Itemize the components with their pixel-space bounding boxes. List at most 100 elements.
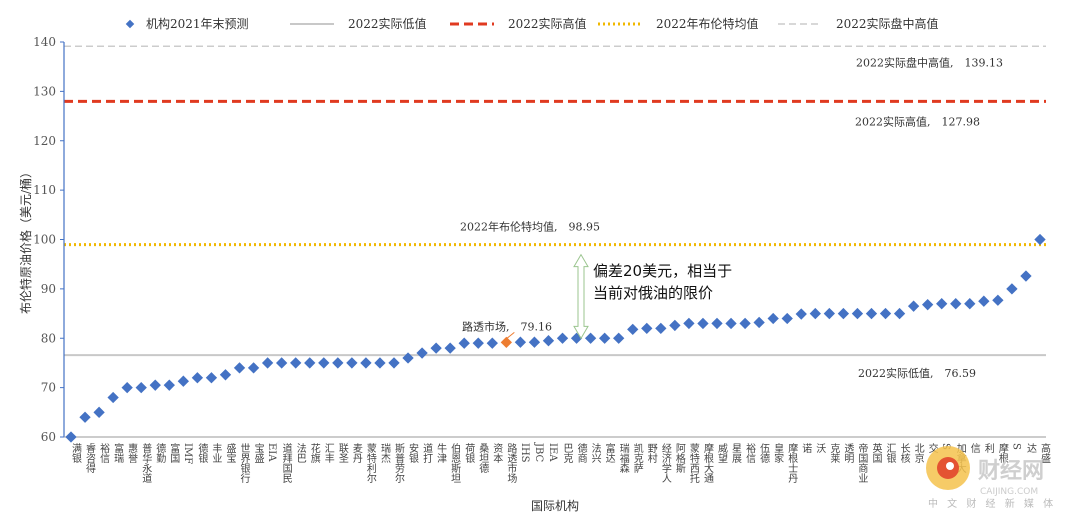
y-tick-label: 100 xyxy=(33,233,56,247)
x-tick-label: 德商 xyxy=(575,442,587,464)
x-tick-label: 巴克 xyxy=(561,443,573,464)
data-point xyxy=(641,322,653,335)
x-tick-label: 达 xyxy=(1024,443,1036,453)
data-point xyxy=(304,357,316,369)
x-tick-label: JBC xyxy=(533,442,544,463)
data-point xyxy=(360,357,372,369)
chart-axes xyxy=(63,42,1046,438)
x-tick-label: 北京 xyxy=(912,443,924,464)
data-point xyxy=(486,337,498,349)
x-tick-label: 花旗 xyxy=(308,442,320,464)
highlight-point xyxy=(500,336,513,349)
y-tick-label: 90 xyxy=(41,282,56,296)
data-point xyxy=(655,322,667,335)
x-tick-label: 富国 xyxy=(168,442,180,464)
x-tick-label: 丰业 xyxy=(210,442,222,463)
data-point xyxy=(837,307,850,320)
x-tick-label: 盛宝 xyxy=(224,442,236,463)
data-point xyxy=(528,336,541,348)
x-tick-label: 伯恩斯坦 xyxy=(449,442,461,483)
data-point xyxy=(388,357,400,369)
legend-label: 2022实际盘中高值 xyxy=(836,16,939,31)
x-tick-label: 满银 xyxy=(70,443,82,464)
watermark-text: 财经网 xyxy=(978,458,1044,484)
x-tick-label: 德勤 xyxy=(154,442,166,464)
x-tick-label: 野村 xyxy=(645,443,657,463)
x-tick-label: 普华永道 xyxy=(140,442,152,483)
x-tick-label: 阿格斯 xyxy=(673,443,685,474)
data-point xyxy=(233,362,246,374)
y-tick-label: 120 xyxy=(33,134,56,148)
x-tick-label: 富达 xyxy=(603,442,615,463)
data-point xyxy=(542,335,555,347)
x-tick-label: 摩根 xyxy=(996,442,1008,464)
y-tick-label: 60 xyxy=(41,430,56,444)
y-axis-title: 布伦特原油价格（美元/桶） xyxy=(18,166,33,314)
data-point xyxy=(767,312,779,325)
reference-line-label: 2022实际盘中高值, 139.13 xyxy=(856,55,1003,69)
data-point xyxy=(809,307,821,320)
data-point xyxy=(444,342,456,354)
x-tick-label: 汇银 xyxy=(884,442,896,464)
data-point xyxy=(290,357,302,369)
x-tick-label: 桑坦德 xyxy=(477,443,489,474)
data-point xyxy=(978,295,990,307)
watermark-subtext: 中 文 财 经 新 媒 体 xyxy=(928,497,1056,510)
x-tick-label: 道拜国民 xyxy=(280,442,292,484)
reference-line-label: 2022实际高值, 127.98 xyxy=(855,114,980,128)
legend-label: 机构2021年末预测 xyxy=(146,16,249,31)
data-point xyxy=(992,294,1004,306)
x-tick-label: IEA xyxy=(547,443,558,462)
x-tick-label: 摩根大通 xyxy=(701,442,713,483)
x-tick-label: 安银 xyxy=(407,442,419,464)
data-point xyxy=(416,347,428,359)
y-axis-ticks: 60 70 80 90 100 110 120 130 140 xyxy=(33,35,64,444)
data-point xyxy=(346,357,358,369)
data-point xyxy=(374,357,386,369)
data-point xyxy=(79,411,91,423)
x-tick-label: 睿咨得 xyxy=(84,442,96,473)
data-point xyxy=(936,298,948,310)
data-point xyxy=(121,381,133,394)
x-tick-label: 联圣 xyxy=(336,443,348,463)
y-tick-label: 80 xyxy=(41,331,56,345)
x-tick-label: 荷银 xyxy=(463,443,475,464)
data-point xyxy=(318,357,330,369)
legend-label: 2022年布伦特均值 xyxy=(656,16,759,31)
data-point xyxy=(107,391,119,404)
data-point xyxy=(261,357,274,369)
data-point xyxy=(753,316,765,329)
x-tick-label: 法巴 xyxy=(294,442,306,463)
x-tick-label: 伍德 xyxy=(758,443,770,464)
deviation-annotation: 当前对俄油的限价 xyxy=(593,284,713,302)
x-tick-label: 透明 xyxy=(842,443,854,464)
data-point xyxy=(921,299,934,311)
data-points xyxy=(65,233,1046,443)
x-tick-label: 瑞福森 xyxy=(617,443,629,474)
x-tick-label: S xyxy=(1010,443,1021,450)
x-tick-label: 克莱 xyxy=(828,443,840,464)
data-point xyxy=(472,337,484,349)
x-tick-label: 世界银行 xyxy=(238,443,250,484)
data-point xyxy=(879,307,892,320)
y-tick-label: 140 xyxy=(33,35,56,49)
x-tick-label: 裕信 xyxy=(744,442,756,464)
x-tick-label: 经济学人 xyxy=(659,442,671,483)
x-tick-label: EIA xyxy=(266,443,277,462)
data-point xyxy=(795,308,807,320)
y-tick-label: 110 xyxy=(33,183,56,197)
x-tick-label: 瑞杰 xyxy=(378,443,390,464)
data-point xyxy=(430,342,442,354)
x-tick-label: 裕信 xyxy=(98,442,110,464)
data-point xyxy=(191,372,204,384)
x-tick-label: 长核 xyxy=(898,443,910,464)
data-point xyxy=(627,323,639,336)
x-tick-label: 沃 xyxy=(814,443,826,454)
highlight-label: 路透市场, 79.16 xyxy=(462,319,552,333)
x-tick-label: 英国 xyxy=(870,442,882,464)
watermark-site: CAIJING.COM xyxy=(980,487,1038,497)
x-axis-ticks: 满银 睿咨得 裕信 富瑞 惠誉 普华永道 德勤 富国 IMF 德银 丰业 盛宝 世界银行 宝盛 EIA 道拜国… xyxy=(70,442,1051,484)
x-tick-label: 摩根士丹 xyxy=(786,442,798,484)
